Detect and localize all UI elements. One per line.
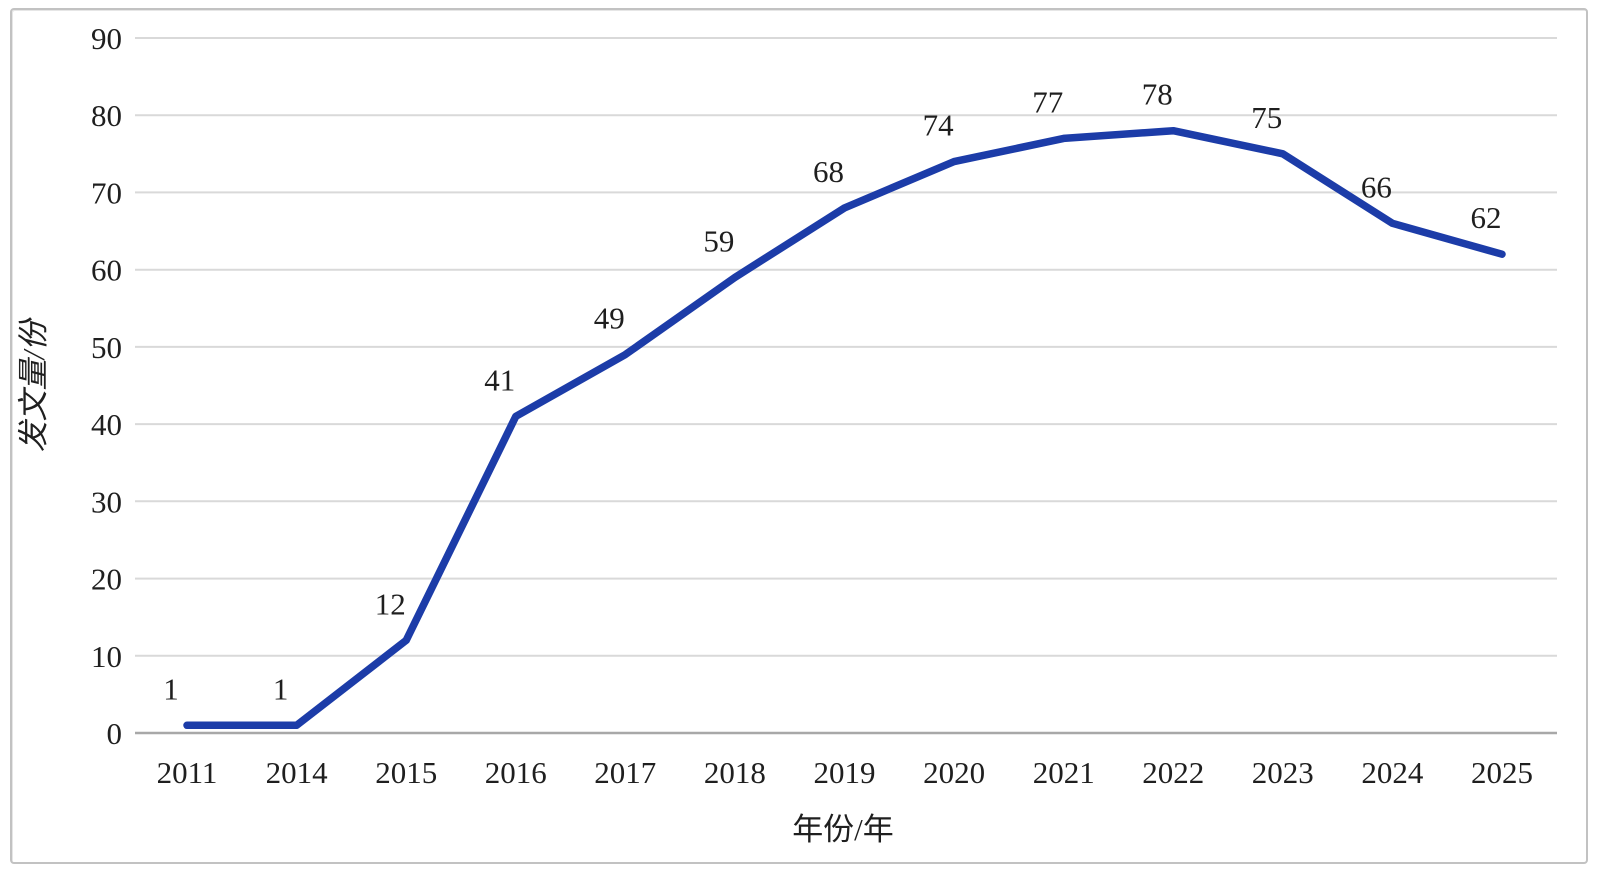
y-tick-label: 60	[91, 253, 122, 288]
y-axis-title: 发文量/份	[16, 317, 51, 453]
y-tick-label: 10	[91, 639, 122, 674]
x-tick-label: 2014	[266, 755, 329, 790]
x-tick-label: 2016	[485, 755, 547, 790]
data-label: 12	[375, 586, 406, 621]
y-tick-label: 70	[91, 175, 122, 210]
x-tick-label: 2025	[1471, 755, 1533, 790]
x-tick-label: 2024	[1361, 755, 1424, 790]
x-tick-label: 2019	[814, 755, 876, 790]
data-label: 62	[1471, 200, 1502, 235]
y-tick-label: 80	[91, 98, 122, 133]
data-label: 41	[484, 362, 515, 397]
x-tick-label: 2011	[157, 755, 218, 790]
x-tick-label: 2022	[1142, 755, 1204, 790]
data-label: 49	[594, 301, 625, 336]
y-tick-label: 20	[91, 562, 122, 597]
data-label: 59	[703, 223, 734, 258]
gridlines-layer	[135, 37, 1557, 735]
data-label: 75	[1251, 100, 1282, 135]
y-tick-label: 90	[91, 21, 122, 56]
data-label: 74	[923, 108, 955, 143]
data-labels-layer: 1 1 12 41 49 59 68 74 77 78 75 66 62	[163, 77, 1501, 707]
data-label: 68	[813, 154, 844, 189]
series-polyline	[183, 126, 1506, 730]
series-layer	[183, 126, 1506, 730]
x-tick-label: 2023	[1252, 755, 1314, 790]
data-label: 1	[273, 671, 289, 706]
data-label: 66	[1361, 169, 1392, 204]
axis-tick-labels-layer: 0 10 20 30 40 50 60 70 80 90 2011 2014 2015 2016 2017 2…	[91, 21, 1533, 790]
y-tick-label: 0	[107, 716, 123, 751]
x-tick-label: 2018	[704, 755, 766, 790]
y-tick-label: 30	[91, 484, 122, 519]
y-tick-label: 50	[91, 330, 122, 365]
x-tick-label: 2021	[1033, 755, 1095, 790]
data-label: 77	[1032, 84, 1063, 119]
x-tick-label: 2015	[375, 755, 437, 790]
chart-border	[10, 8, 1588, 864]
y-tick-label: 40	[91, 407, 122, 442]
x-tick-label: 2017	[594, 755, 656, 790]
data-label: 78	[1142, 77, 1173, 112]
data-label: 1	[163, 671, 179, 706]
x-axis-title: 年份/年	[792, 812, 894, 847]
x-tick-label: 2020	[923, 755, 985, 790]
